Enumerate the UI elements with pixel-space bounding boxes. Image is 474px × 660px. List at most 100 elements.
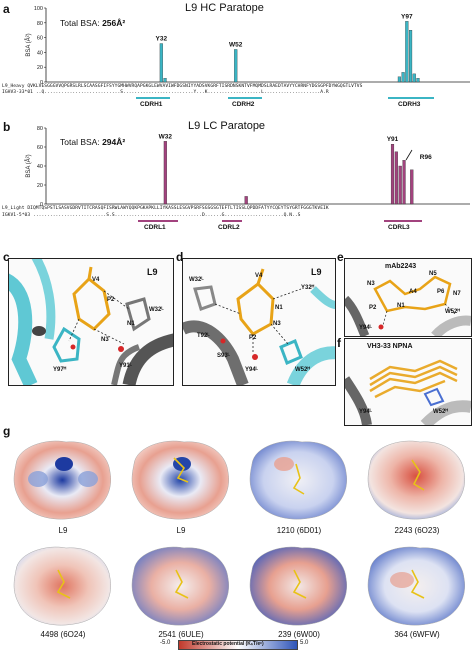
bar [412, 73, 416, 83]
bar [397, 76, 401, 83]
structure-c-chain-label: L9 [147, 267, 158, 277]
structure-c-label-n1: N1 [127, 321, 135, 327]
y-tick-label: 100 [34, 6, 43, 12]
structure-d-label-s93l: S93ᴸ [217, 353, 231, 359]
surface-4 [367, 440, 465, 520]
structure-c-label-p2: P2 [107, 297, 115, 303]
bar-label: Y97 [401, 13, 413, 20]
surface-1-label: L9 [58, 526, 68, 535]
colorbar-title: Electrostatic potential (KₙT/eᶜ) [192, 641, 264, 647]
panel-a-total-bsa: Total BSA: 256Å² [60, 18, 126, 28]
structure-d-chain-label: L9 [311, 267, 322, 277]
structure-d-label-w52h: W52ᴴ [295, 367, 310, 373]
structure-f-title: VH3-33 NPNA [367, 343, 413, 350]
structure-f-label-w52h: W52ᴴ [433, 409, 448, 415]
surface-3 [249, 440, 347, 520]
structure-d-label-p2: P2 [249, 335, 257, 341]
bar [244, 196, 248, 205]
surface-grid: L9 L9 1210 (6D01) 2243 (6O23) 4498 (6O24… [0, 430, 474, 660]
surface-5 [13, 546, 111, 626]
y-tick-label: 20 [37, 65, 43, 71]
surface-5-label: 4498 (6O24) [40, 630, 86, 639]
y-tick-label: 80 [37, 21, 43, 27]
bar [409, 30, 413, 83]
bar [163, 78, 167, 83]
structure-c-render [9, 259, 173, 385]
structure-d-label-n3: N3 [273, 321, 281, 327]
bar [401, 72, 405, 83]
hc-germline-row: IGHV3-33*01 ..Q.........................… [2, 90, 329, 95]
y-tick-label: 40 [37, 50, 43, 56]
panel-a-title: L9 HC Paratope [185, 2, 264, 14]
structure-panel-e: mAb2243 N3 N5 P6 N7 A4 P2 N1 W52ᴴ Y94ᴸ [344, 258, 472, 337]
bar [410, 169, 414, 205]
panel-letter-c: c [3, 250, 10, 264]
bar [416, 78, 420, 83]
panel-letter-g: g [3, 424, 11, 438]
structure-d-label-v4: V4 [255, 273, 263, 279]
y-tick-label: 0 [40, 202, 43, 208]
surface-1 [13, 440, 111, 520]
structure-c-label-y97h: Y97ᴴ [53, 367, 67, 373]
structure-e-label-a4: A4 [409, 289, 417, 295]
structure-c-label-w32l: W32ᴸ [149, 307, 164, 313]
y-tick-label: 60 [37, 145, 43, 151]
cdrl2-bar [222, 220, 242, 222]
bar-label: W32 [159, 133, 173, 140]
panel-letter-d: d [176, 250, 184, 264]
bar [390, 143, 395, 205]
cdrl1-label: CDRL1 [144, 224, 166, 231]
cdrh2-label: CDRH2 [232, 101, 255, 108]
structure-f-label-y94l: Y94ᴸ [359, 409, 373, 415]
structure-d-label-y32h: Y32ᴴ [301, 285, 315, 291]
structure-e-label-p6: P6 [437, 289, 445, 295]
surface-8-label: 364 (6WFW) [394, 630, 440, 639]
bar [159, 43, 163, 83]
structure-f-render [345, 359, 471, 425]
surface-6 [131, 546, 229, 626]
structure-e-label-p2: P2 [369, 305, 377, 311]
structure-c-label-n3: N3 [101, 337, 109, 343]
structure-panel-c: L9 V4 P2 N1 N3 W32ᴸ Y97ᴴ Y91ᴸ [8, 258, 174, 386]
structure-d-label-n1: N1 [275, 305, 283, 311]
cdrh1-bar [136, 97, 170, 99]
surface-3-label: 1210 (6D01) [276, 526, 322, 535]
cdrl3-bar [384, 220, 422, 222]
bar [402, 160, 406, 205]
structure-panel-d: L9 V4 W32ᴸ Y32ᴴ N1 N3 P2 T92ᴸ S93ᴸ Y94ᴸ … [182, 258, 336, 386]
surface-7-label: 239 (6W00) [278, 630, 320, 639]
y-tick-label: 40 [37, 164, 43, 170]
bar-label: Y91 [387, 136, 399, 143]
y-tick-label: 20 [37, 183, 43, 189]
surface-7 [249, 546, 347, 626]
bar [234, 49, 238, 83]
structure-e-label-n5: N5 [429, 271, 437, 277]
hc-sequence-row: L9_Heavy QVKLVESGGGVVQPGRSLRLSCAASGFIFSY… [2, 84, 363, 89]
panel-letter-b: b [3, 120, 11, 134]
lc-sequence-row: L9_Light DIQMTQSPSTLSASVGDRVTITCRASQFISR… [2, 206, 329, 211]
surface-4-label: 2243 (6O23) [394, 526, 440, 535]
y-tick-label: 60 [37, 36, 43, 42]
structure-d-render [183, 268, 335, 385]
bar [405, 21, 409, 83]
cdrl3-label: CDRL3 [388, 224, 410, 231]
structure-e-title: mAb2243 [385, 263, 417, 270]
r96-arrow [405, 149, 413, 161]
structure-d-label-t92l: T92ᴸ [197, 333, 210, 339]
structure-d-label-y94l: Y94ᴸ [245, 367, 259, 373]
structure-panel-f: VH3-33 NPNA Y94ᴸ W52ᴴ [344, 338, 472, 426]
bar [394, 151, 398, 205]
bar [398, 165, 402, 205]
surface-8 [367, 546, 465, 626]
cdrh1-label: CDRH1 [140, 101, 163, 108]
cdrh3-bar [388, 97, 434, 99]
panel-b-title: L9 LC Paratope [188, 120, 266, 132]
bar-label: W52 [229, 41, 243, 48]
y-axis-label: BSA (Å²) [25, 154, 32, 177]
panel-b-total-bsa: Total BSA: 294Å² [60, 137, 126, 147]
bar [163, 141, 167, 205]
bar-label: Y32 [156, 36, 168, 43]
panel-letter-f: f [337, 336, 341, 350]
panel-letter-e: e [337, 250, 344, 264]
structure-c-label-v4: V4 [92, 277, 100, 283]
